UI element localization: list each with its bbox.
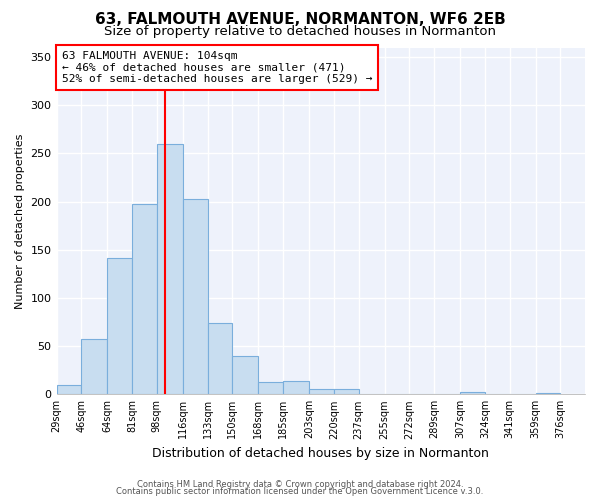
Bar [56,384,81,394]
Text: Contains HM Land Registry data © Crown copyright and database right 2024.: Contains HM Land Registry data © Crown c… [137,480,463,489]
Bar [232,356,259,395]
Bar [183,198,208,394]
Bar [157,144,183,395]
Bar [81,340,107,394]
Bar [283,381,309,394]
Bar [259,382,283,394]
Bar [132,204,157,394]
X-axis label: Distribution of detached houses by size in Normanton: Distribution of detached houses by size … [152,447,489,460]
Y-axis label: Number of detached properties: Number of detached properties [15,133,25,308]
Bar [309,388,334,394]
Bar [107,258,132,394]
Bar [334,390,359,394]
Text: 63, FALMOUTH AVENUE, NORMANTON, WF6 2EB: 63, FALMOUTH AVENUE, NORMANTON, WF6 2EB [95,12,505,28]
Bar [208,323,232,394]
Text: Size of property relative to detached houses in Normanton: Size of property relative to detached ho… [104,25,496,38]
Text: 63 FALMOUTH AVENUE: 104sqm
← 46% of detached houses are smaller (471)
52% of sem: 63 FALMOUTH AVENUE: 104sqm ← 46% of deta… [62,51,373,84]
Text: Contains public sector information licensed under the Open Government Licence v.: Contains public sector information licen… [116,487,484,496]
Bar [460,392,485,394]
